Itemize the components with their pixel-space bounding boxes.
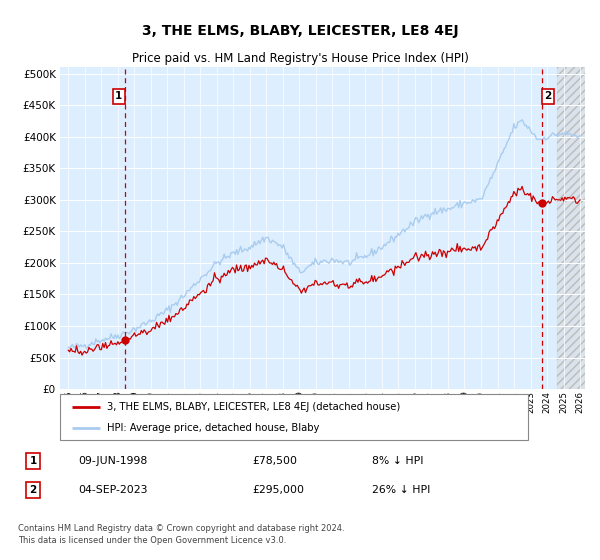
Text: 2: 2 — [29, 485, 37, 495]
Bar — [557, 67, 585, 389]
Text: 2: 2 — [544, 91, 551, 101]
Text: 26% ↓ HPI: 26% ↓ HPI — [372, 485, 430, 495]
Text: 1: 1 — [29, 456, 37, 466]
Text: £295,000: £295,000 — [252, 485, 304, 495]
Text: Price paid vs. HM Land Registry's House Price Index (HPI): Price paid vs. HM Land Registry's House … — [131, 52, 469, 66]
Text: 3, THE ELMS, BLABY, LEICESTER, LE8 4EJ (detached house): 3, THE ELMS, BLABY, LEICESTER, LE8 4EJ (… — [107, 402, 400, 412]
Text: 3, THE ELMS, BLABY, LEICESTER, LE8 4EJ: 3, THE ELMS, BLABY, LEICESTER, LE8 4EJ — [142, 24, 458, 38]
Text: Contains HM Land Registry data © Crown copyright and database right 2024.
This d: Contains HM Land Registry data © Crown c… — [18, 524, 344, 545]
FancyBboxPatch shape — [60, 394, 528, 440]
Text: 1: 1 — [115, 91, 122, 101]
Text: £78,500: £78,500 — [252, 456, 297, 466]
Text: 09-JUN-1998: 09-JUN-1998 — [78, 456, 147, 466]
Text: 8% ↓ HPI: 8% ↓ HPI — [372, 456, 424, 466]
Bar — [557, 67, 585, 389]
Text: HPI: Average price, detached house, Blaby: HPI: Average price, detached house, Blab… — [107, 423, 319, 433]
Text: 04-SEP-2023: 04-SEP-2023 — [78, 485, 148, 495]
